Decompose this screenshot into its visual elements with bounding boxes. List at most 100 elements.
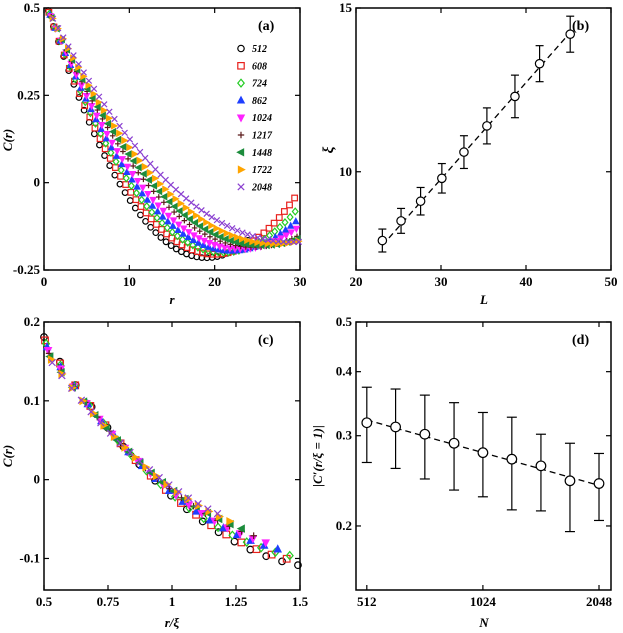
data-point	[194, 238, 203, 246]
data-point	[87, 408, 95, 416]
data-point	[95, 98, 103, 107]
data-point	[286, 212, 294, 222]
data-point	[96, 141, 103, 149]
data-point	[166, 204, 172, 211]
data-point	[91, 119, 100, 128]
data-point	[136, 156, 144, 165]
data-point	[190, 218, 199, 227]
data-point	[121, 129, 128, 137]
data-point	[377, 235, 388, 246]
data-point	[65, 43, 72, 50]
legend-label: 1448	[252, 148, 272, 159]
y-tick-label: 0.4	[336, 364, 353, 379]
legend-label: 608	[252, 61, 267, 72]
data-point	[535, 460, 547, 472]
legend-item: 1722	[237, 165, 272, 176]
series-724	[41, 338, 294, 561]
legend-label: 2048	[251, 182, 272, 193]
data-point	[269, 237, 277, 244]
data-point	[184, 494, 193, 502]
data-point	[165, 481, 173, 489]
data-point	[60, 34, 67, 41]
data-point	[133, 178, 142, 186]
x-tick-label: 1	[169, 594, 176, 609]
data-point	[205, 240, 214, 248]
data-point	[159, 207, 168, 216]
data-point	[204, 505, 212, 513]
data-point	[75, 60, 82, 68]
y-tick-label: 0	[34, 175, 41, 190]
data-point	[123, 167, 131, 176]
data-point	[244, 236, 252, 245]
data-point	[157, 171, 164, 178]
panel-d: 512 1024 2048 0.2 0.3 0.4 0.5 (d) N |C′(r/ξ = …	[310, 314, 613, 630]
data-point	[236, 524, 245, 533]
data-point	[123, 163, 132, 171]
data-point	[218, 227, 226, 235]
data-point	[286, 221, 295, 229]
data-point	[137, 203, 145, 210]
data-point	[361, 417, 373, 429]
data-point	[117, 172, 124, 180]
legend-item: 862	[236, 95, 267, 107]
data-point	[144, 190, 152, 199]
data-point	[237, 538, 246, 547]
data-point	[134, 163, 142, 172]
data-point	[138, 195, 146, 205]
data-point	[196, 228, 203, 234]
data-point	[182, 195, 190, 202]
data-point	[236, 148, 245, 157]
data-point	[58, 371, 66, 380]
data-point	[173, 231, 182, 241]
data-point	[144, 176, 152, 184]
data-point	[116, 439, 125, 447]
data-point	[76, 90, 83, 98]
data-point	[155, 187, 163, 196]
data-point	[222, 530, 231, 539]
data-point	[90, 85, 98, 93]
panel-a-frame	[43, 7, 301, 271]
data-point	[98, 111, 106, 120]
data-point	[106, 108, 113, 115]
data-point	[127, 188, 135, 196]
data-point	[80, 69, 87, 76]
panel-b-axes: 20 30 40 50 10 15	[339, 0, 618, 289]
data-point	[510, 91, 520, 102]
data-point	[158, 225, 165, 233]
data-point	[261, 539, 270, 548]
data-point	[506, 453, 518, 465]
data-point	[147, 215, 155, 223]
data-point	[70, 52, 77, 59]
data-point	[95, 93, 103, 100]
data-point	[131, 204, 139, 212]
data-point	[116, 180, 124, 188]
data-point	[126, 136, 134, 143]
data-point	[141, 154, 149, 162]
x-tick-label: 2048	[586, 594, 613, 609]
data-point	[143, 201, 151, 211]
data-point	[167, 181, 175, 189]
data-point	[234, 227, 241, 234]
data-point	[249, 237, 257, 246]
panel-c-axes: 0.5 0.75 1 1.25 1.5 -0.1 0 0.1 0.2	[19, 314, 308, 609]
x-tick-label: 512	[357, 594, 377, 609]
data-point	[203, 218, 211, 227]
data-point	[105, 114, 114, 123]
data-point	[97, 124, 106, 132]
data-point	[185, 215, 193, 223]
data-point	[285, 238, 292, 246]
panel-c-marks	[40, 333, 302, 570]
data-point	[172, 195, 180, 203]
data-point	[90, 90, 98, 98]
data-point	[114, 135, 122, 144]
data-point	[180, 211, 188, 219]
legend-label: 724	[252, 79, 267, 90]
data-point	[90, 130, 98, 138]
data-point	[236, 114, 246, 123]
data-point	[286, 201, 293, 209]
panel-c-label: (c)	[258, 333, 274, 348]
data-point	[228, 530, 237, 541]
data-point	[139, 184, 147, 192]
panel-a-legend: 512 608 724 862 1024 1217 1448 1722 2048	[236, 44, 273, 193]
data-point	[287, 229, 296, 237]
